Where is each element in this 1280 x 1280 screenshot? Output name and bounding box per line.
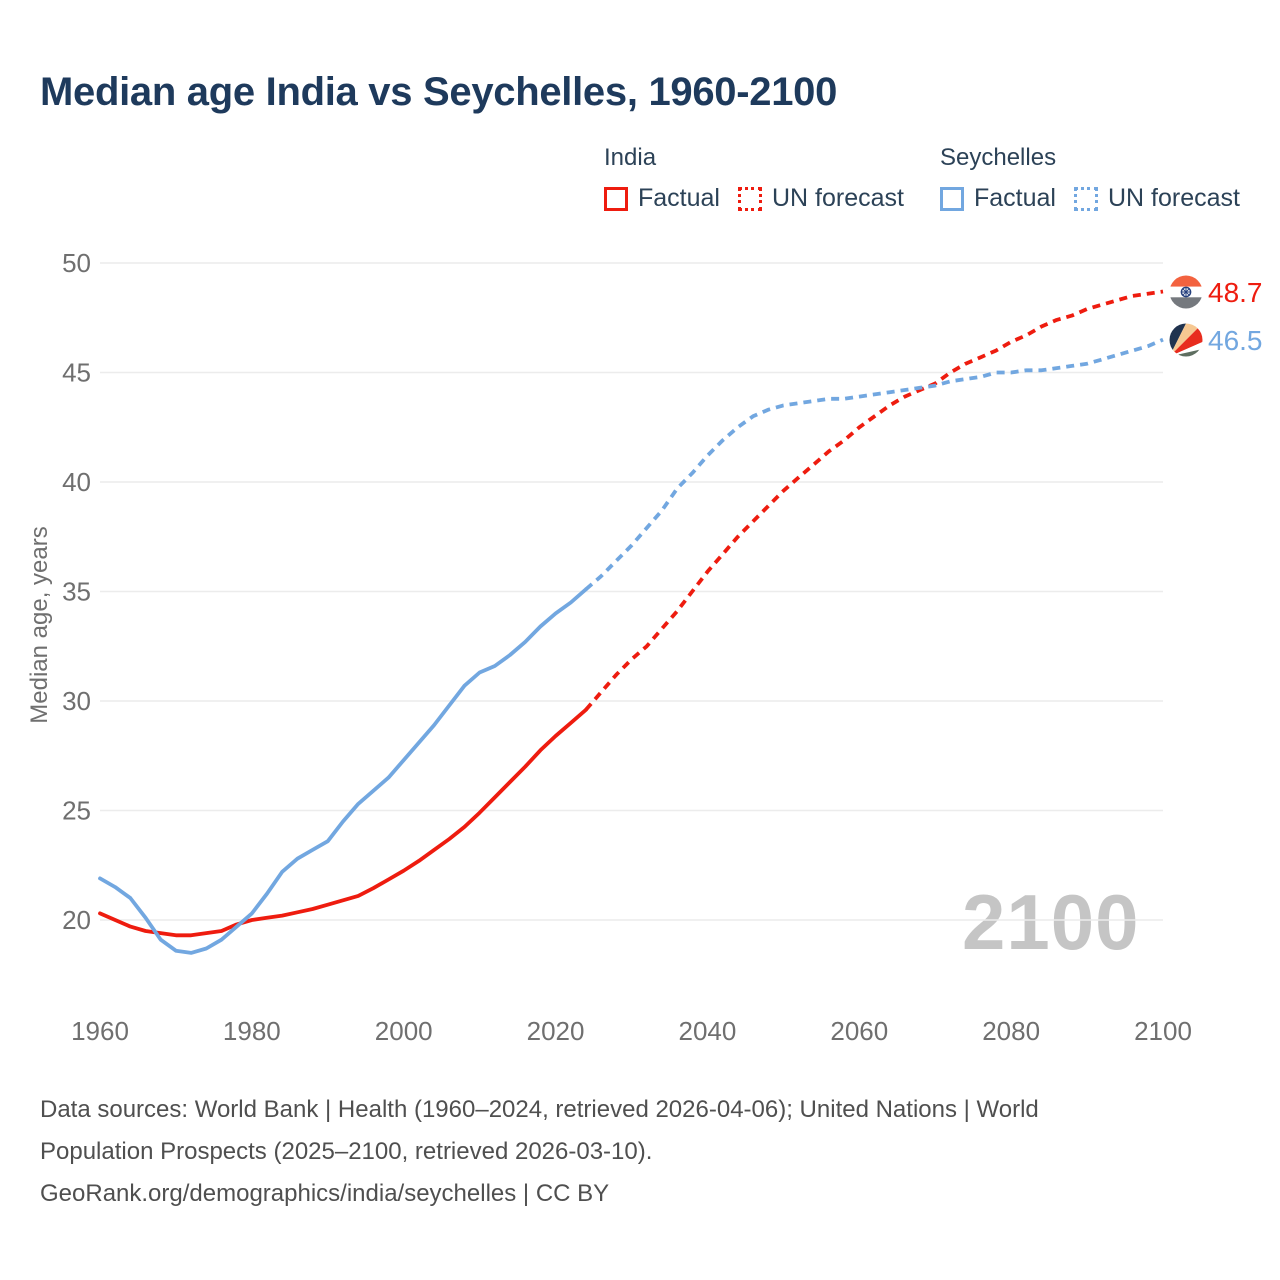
- x-axis-tick-labels: 1960 1980 2000 2020 2040 2060 2080 2100: [71, 1016, 1192, 1046]
- y-tick-label: 25: [62, 796, 91, 826]
- data-sources-line-3: GeoRank.org/demographics/india/seychelle…: [40, 1180, 610, 1207]
- x-tick-label: 2100: [1134, 1016, 1192, 1046]
- data-sources-line-2: Population Prospects (2025–2100, retriev…: [40, 1138, 653, 1165]
- legend-item-india-forecast: UN forecast: [737, 184, 904, 213]
- data-sources: Data sources: World Bank | Health (1960–…: [40, 1089, 1039, 1215]
- y-tick-label: 40: [62, 467, 91, 497]
- legend-item-label: Factual: [638, 184, 720, 212]
- legend-item-seychelles-forecast: UN forecast: [1073, 184, 1240, 213]
- india-forecast-swatch-icon: [737, 186, 762, 211]
- seychelles-forecast-swatch-icon: [1073, 186, 1098, 211]
- india-end-value: 48.7: [1208, 277, 1263, 308]
- legend-item-seychelles-factual: Factual: [940, 184, 1056, 213]
- data-sources-line-1: Data sources: World Bank | Health (1960–…: [40, 1096, 1039, 1123]
- legend-group-india-title: India: [604, 144, 657, 171]
- x-tick-label: 2020: [527, 1016, 585, 1046]
- x-tick-label: 1960: [71, 1016, 129, 1046]
- series-india-un-forecast: [584, 289, 1164, 712]
- x-tick-label: 2040: [679, 1016, 737, 1046]
- legend-group-seychelles: Seychelles Factual UN forecast: [940, 144, 1240, 213]
- x-tick-label: 2000: [375, 1016, 433, 1046]
- india-factual-swatch-icon: [604, 186, 628, 211]
- y-axis-tick-labels: 20 25 30 35 40 45 50: [62, 248, 91, 935]
- x-tick-label: 2080: [982, 1016, 1040, 1046]
- y-tick-label: 30: [62, 686, 91, 716]
- legend-item-label: UN forecast: [1107, 184, 1240, 212]
- legend-item-label: Factual: [974, 184, 1056, 212]
- y-axis-title: Median age, years: [26, 526, 53, 723]
- india-flag-icon: [1169, 275, 1203, 309]
- legend-group-seychelles-title: Seychelles: [940, 144, 1057, 171]
- y-tick-label: 20: [62, 905, 91, 935]
- seychelles-end-value: 46.5: [1208, 325, 1263, 356]
- seychelles-flag-icon: [1169, 323, 1203, 357]
- seychelles-factual-swatch-icon: [940, 186, 964, 211]
- data-series: [98, 289, 1164, 955]
- series-india-factual: [98, 707, 588, 938]
- x-tick-label: 2060: [830, 1016, 888, 1046]
- page-title: Median age India vs Seychelles, 1960-210…: [40, 70, 838, 114]
- series-seychelles-un-forecast: [584, 337, 1164, 591]
- x-tick-label: 1980: [223, 1016, 281, 1046]
- legend-item-label: UN forecast: [771, 184, 904, 212]
- legend-group-india: India Factual UN forecast: [604, 144, 904, 213]
- y-tick-label: 35: [62, 577, 91, 607]
- watermark-year: 2100: [962, 878, 1140, 966]
- series-seychelles-factual: [98, 587, 588, 955]
- y-tick-label: 50: [62, 248, 91, 278]
- gridlines: [100, 262, 1163, 921]
- legend-item-india-factual: Factual: [604, 184, 720, 213]
- y-tick-label: 45: [62, 358, 91, 388]
